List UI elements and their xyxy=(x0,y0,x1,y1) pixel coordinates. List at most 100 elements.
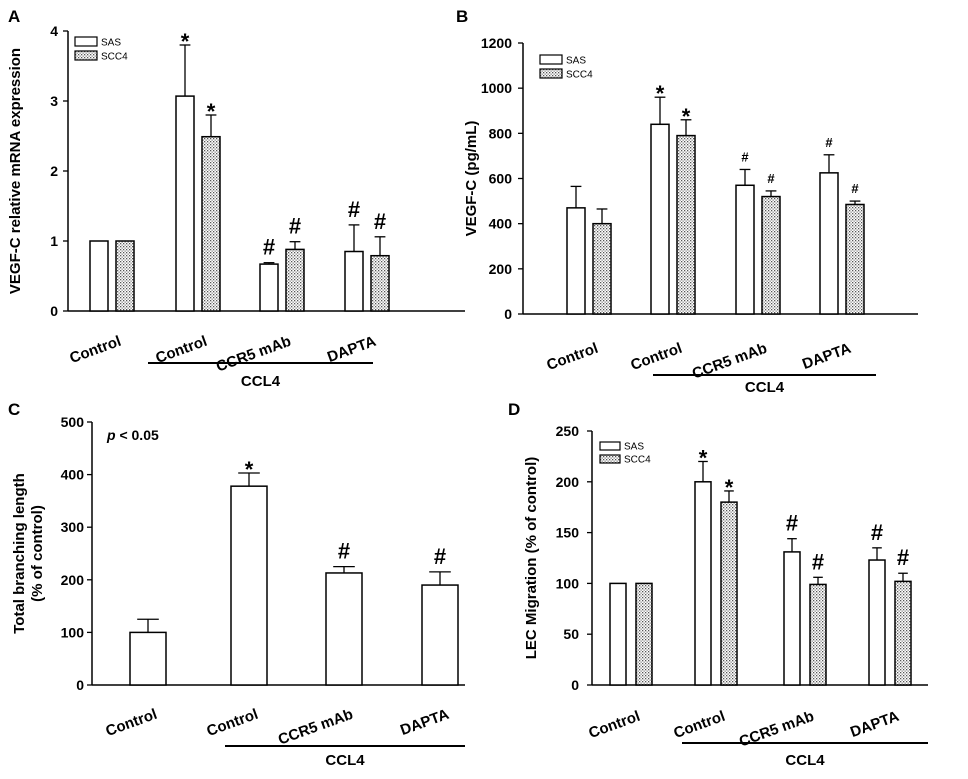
legend-label-scc4: SCC4 xyxy=(566,70,593,81)
legend-label-sas: SAS xyxy=(624,442,644,453)
y-tick-label: 0 xyxy=(504,306,512,322)
x-tick-label: Control xyxy=(544,340,600,374)
x-tick-label: CCR5 mAb xyxy=(276,706,355,749)
legend-swatch-sas xyxy=(599,441,621,451)
significance-star: * xyxy=(699,445,708,470)
bar-scc4-1 xyxy=(676,134,696,315)
significance-hash: # xyxy=(348,197,360,222)
y-tick-label: 0 xyxy=(76,677,84,693)
y-tick-label: 200 xyxy=(61,572,85,588)
y-tick-label: 100 xyxy=(556,575,580,591)
x-tick-label: CCR5 mAb xyxy=(214,333,293,376)
significance-hash: # xyxy=(289,214,301,239)
bar-scc4-0 xyxy=(592,222,612,315)
bar-sas-0 xyxy=(609,582,627,686)
x-tick-label: Control xyxy=(103,706,159,740)
significance-hash: # xyxy=(263,235,275,260)
bar-scc4-1 xyxy=(720,501,738,686)
panel-letter: C xyxy=(8,400,20,419)
treatment-bracket-label: CCL4 xyxy=(241,373,281,390)
y-tick-label: 600 xyxy=(489,171,513,187)
significance-hash: # xyxy=(786,511,798,536)
legend-swatch-scc4 xyxy=(539,68,563,79)
x-tick-label: Control xyxy=(586,708,642,742)
x-tick-label: Control xyxy=(67,333,123,367)
significance-hash: # xyxy=(825,135,833,150)
legend-label-sas: SAS xyxy=(566,56,586,67)
x-tick-label: DAPTA xyxy=(325,333,378,366)
y-tick-label: 800 xyxy=(489,125,513,141)
y-tick-label: 0 xyxy=(571,677,579,693)
bar-scc4-0 xyxy=(115,240,135,312)
y-tick-label: 0 xyxy=(50,303,58,319)
y-axis-label: Total branching length xyxy=(11,473,28,634)
legend-swatch-sas xyxy=(74,36,98,47)
y-tick-label: 400 xyxy=(61,467,85,483)
significance-star: * xyxy=(682,104,691,129)
significance-hash: # xyxy=(871,520,883,545)
y-axis-label: VEGF-C (pg/mL) xyxy=(463,121,480,237)
bar-sas-1 xyxy=(650,123,670,315)
y-tick-label: 100 xyxy=(61,624,85,640)
x-tick-label: DAPTA xyxy=(398,706,451,739)
legend: SAS SCC4 xyxy=(539,54,593,81)
y-tick-label: 3 xyxy=(50,93,58,109)
y-tick-label: 250 xyxy=(556,423,580,439)
legend-label-scc4: SCC4 xyxy=(101,52,128,63)
bar-sas-3 xyxy=(344,250,364,312)
chart-panel-c: C 0 100 200 300 400 500 Total branching length(… xyxy=(8,400,465,769)
bar-sas-3 xyxy=(868,559,886,686)
bar-sas-1 xyxy=(694,481,712,686)
x-tick-label: CCR5 mAb xyxy=(690,340,769,383)
y-tick-label: 1200 xyxy=(481,35,512,51)
panel-letter: A xyxy=(8,7,20,26)
significance-hash: # xyxy=(767,171,775,186)
chart-panel-d: D 0 50 100 150 200 250 LEC Migration (% of cont… xyxy=(508,400,928,769)
significance-star: * xyxy=(181,29,190,54)
bar-sas-0 xyxy=(566,207,586,315)
bar-scc4-2 xyxy=(285,248,305,312)
x-tick-label: DAPTA xyxy=(800,340,853,373)
panel-letter: B xyxy=(456,7,468,26)
bar-scc4-3 xyxy=(370,254,390,312)
significance-star: * xyxy=(207,99,216,124)
legend-swatch-scc4 xyxy=(599,454,621,464)
chart-panel-a: A 0 1 2 3 4 VEGF-C relative mRNA expression * # #… xyxy=(7,7,465,390)
p-value-italic-p: p xyxy=(106,427,116,443)
legend-label-scc4: SCC4 xyxy=(624,455,651,466)
bar-scc4-1 xyxy=(201,135,221,312)
significance-hash: # xyxy=(741,149,749,164)
y-axis-label: (% of control) xyxy=(29,505,46,602)
legend-label-sas: SAS xyxy=(101,38,121,49)
bar-sas-1 xyxy=(175,95,195,312)
y-tick-label: 4 xyxy=(50,23,58,39)
legend-swatch-scc4 xyxy=(74,50,98,61)
significance-star: * xyxy=(656,81,665,106)
significance-hash: # xyxy=(434,544,446,569)
bar-sas-0 xyxy=(89,240,109,312)
significance-hash: # xyxy=(338,539,350,564)
y-tick-label: 200 xyxy=(489,261,513,277)
treatment-bracket-label: CCL4 xyxy=(325,752,365,769)
bar-scc4-3 xyxy=(894,580,912,686)
y-tick-label: 150 xyxy=(556,525,580,541)
bar-3 xyxy=(421,584,459,686)
significance-hash: # xyxy=(812,549,824,574)
x-tick-label: DAPTA xyxy=(848,708,901,741)
bar-scc4-2 xyxy=(761,195,781,315)
x-tick-label: CCR5 mAb xyxy=(737,708,816,751)
treatment-bracket-label: CCL4 xyxy=(785,752,825,769)
significance-star: * xyxy=(725,475,734,500)
significance-star: * xyxy=(245,457,254,482)
y-axis-label: VEGF-C relative mRNA expression xyxy=(7,48,24,294)
bar-sas-2 xyxy=(259,263,279,312)
y-tick-label: 400 xyxy=(489,216,513,232)
significance-hash: # xyxy=(374,209,386,234)
significance-hash: # xyxy=(897,545,909,570)
legend: SAS SCC4 xyxy=(74,36,128,63)
x-tick-label: Control xyxy=(153,333,209,367)
y-tick-label: 50 xyxy=(563,626,579,642)
x-tick-label: Control xyxy=(671,708,727,742)
